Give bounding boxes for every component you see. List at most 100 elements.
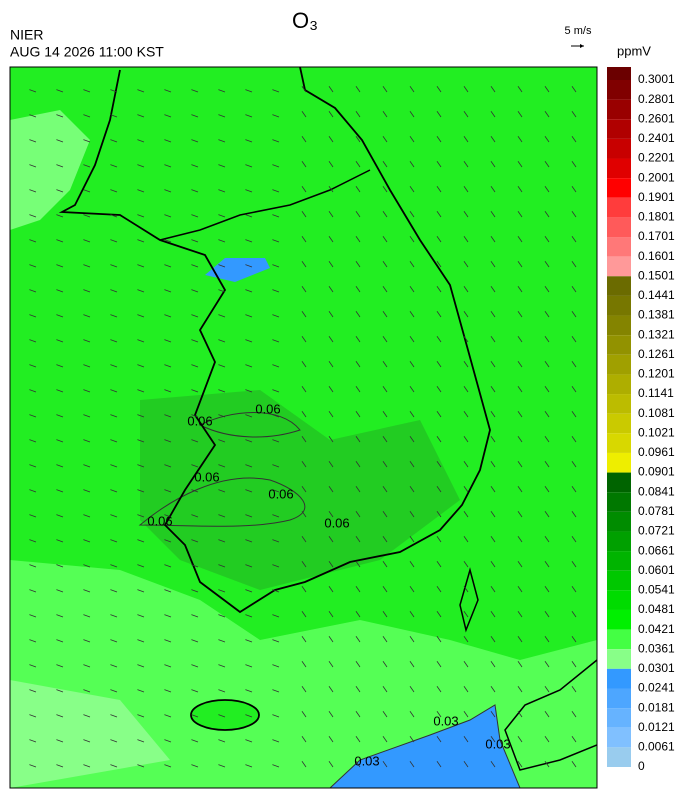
wind-arrow (517, 536, 523, 543)
wind-arrow (544, 186, 550, 193)
wind-arrow (83, 339, 91, 343)
wind-arrow (517, 736, 523, 743)
wind-arrow (137, 514, 145, 518)
wind-arrow (29, 464, 37, 468)
wind-arrow (463, 511, 469, 518)
wind-arrow (463, 311, 469, 318)
wind-arrow (83, 764, 91, 768)
wind-arrow (56, 364, 64, 368)
wind-arrow (245, 639, 253, 643)
wind-arrow (490, 161, 496, 168)
wind-arrow (463, 361, 469, 368)
wind-arrow (436, 686, 442, 693)
colorbar-label: 0.0841 (638, 484, 675, 498)
wind-arrow (571, 361, 577, 368)
wind-arrow (382, 561, 388, 568)
wind-arrow (517, 711, 523, 718)
wind-arrow (218, 439, 226, 443)
wind-arrow (544, 511, 550, 518)
colorbar-label: 0.1141 (638, 386, 674, 400)
wind-arrow (301, 686, 307, 693)
colorbar-bin (607, 67, 631, 80)
wind-arrow (355, 86, 361, 93)
wind-arrow (272, 214, 280, 218)
wind-arrow (436, 486, 442, 493)
wind-arrow (56, 214, 64, 218)
wind-arrow (137, 314, 145, 318)
wind-arrow (245, 464, 253, 468)
wind-arrow (164, 289, 172, 293)
wind-arrow (517, 486, 523, 493)
colorbar-label: 0 (638, 759, 645, 773)
wind-arrow (245, 689, 253, 693)
colorbar-bin (607, 668, 631, 689)
colorbar-label: 0.1441 (638, 288, 675, 302)
wind-arrow (83, 289, 91, 293)
wind-arrow (436, 186, 442, 193)
wind-arrow (571, 511, 577, 518)
wind-arrow (517, 186, 523, 193)
wind-arrow (571, 161, 577, 168)
wind-arrow (355, 336, 361, 343)
wind-arrow (137, 689, 145, 693)
wind-arrow (490, 236, 496, 243)
wind-arrow (191, 614, 199, 618)
wind-arrow (301, 536, 307, 543)
wind-arrow (191, 589, 199, 593)
wind-arrow (218, 289, 226, 293)
colorbar-label: 0.2601 (638, 111, 675, 125)
wind-arrow (83, 739, 91, 743)
colorbar-bin (607, 472, 631, 493)
colorbar-label: 0.0241 (638, 681, 675, 695)
wind-arrow (436, 586, 442, 593)
wind-arrow (517, 661, 523, 668)
wind-arrow (571, 236, 577, 243)
wind-arrow (29, 589, 37, 593)
wind-arrow (571, 536, 577, 543)
wind-arrow (83, 514, 91, 518)
wind-arrow (517, 161, 523, 168)
wind-arrow (56, 614, 64, 618)
border (159, 169, 371, 241)
wind-arrow (218, 639, 226, 643)
wind-arrow (328, 711, 334, 718)
wind-arrow (56, 664, 64, 668)
coastline (504, 659, 597, 771)
colorbar-bin (607, 197, 631, 218)
wind-arrow (490, 686, 496, 693)
colorbar-bin (607, 158, 631, 179)
wind-arrow (544, 411, 550, 418)
wind-arrow (409, 436, 415, 443)
wind-arrow (272, 364, 280, 368)
wind-arrow (83, 589, 91, 593)
wind-arrow (571, 561, 577, 568)
wind-arrow (56, 164, 64, 168)
wind-arrow (301, 286, 307, 293)
wind-arrow (355, 511, 361, 518)
wind-arrow (355, 236, 361, 243)
wind-arrow (382, 536, 388, 543)
wind-arrow (328, 736, 334, 743)
wind-arrow (245, 314, 253, 318)
wind-arrow (164, 614, 172, 618)
wind-arrow (272, 314, 280, 318)
colorbar-label: 0.1201 (638, 367, 675, 381)
wind-arrow (355, 211, 361, 218)
wind-arrow (382, 761, 388, 768)
wind-arrow (29, 439, 37, 443)
wind-arrow (382, 461, 388, 468)
wind-arrow (571, 136, 577, 143)
wind-arrow (382, 286, 388, 293)
wind-arrow (83, 389, 91, 393)
contour-label: 0.03 (433, 713, 458, 728)
wind-arrow (328, 211, 334, 218)
wind-arrow (56, 689, 64, 693)
wind-arrow (436, 236, 442, 243)
wind-arrow (245, 664, 253, 668)
wind-arrow (245, 164, 253, 168)
colorbar-label: 0.1501 (638, 268, 675, 282)
contour-label: 0.06 (324, 515, 349, 530)
wind-arrow (301, 86, 307, 93)
wind-arrow (328, 686, 334, 693)
wind-arrow (517, 686, 523, 693)
